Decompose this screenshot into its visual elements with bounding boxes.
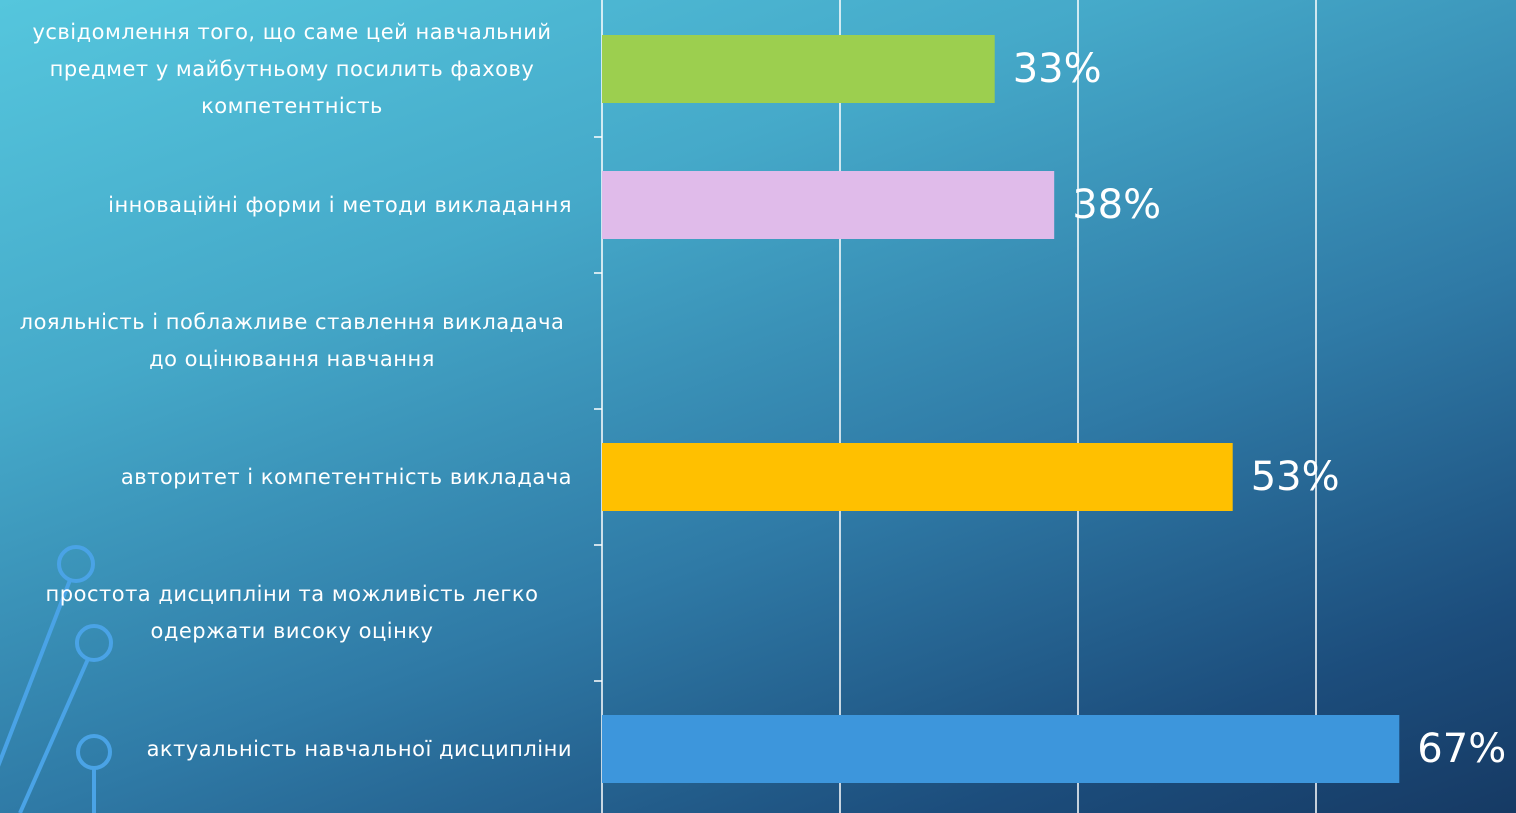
bar — [602, 443, 1233, 511]
category-label: актуальність навчальної дисципліни — [146, 736, 572, 761]
bar — [602, 715, 1400, 783]
value-label: 53% — [1251, 454, 1340, 500]
value-label: 67% — [1417, 726, 1506, 772]
category-label: лояльність і поблажливе ставлення виклад… — [19, 310, 565, 371]
value-label: 38% — [1072, 182, 1161, 228]
category-label: інноваційні форми і методи викладання — [108, 192, 572, 217]
category-label: авторитет і компетентність викладача — [120, 464, 572, 489]
category-label: простота дисципліни та можливість легко … — [45, 582, 539, 643]
value-label: 33% — [1013, 46, 1102, 92]
category-label-box: актуальність навчальної дисципліни — [0, 681, 572, 813]
category-label-box: лояльність і поблажливе ставлення виклад… — [0, 273, 572, 409]
category-label-box: авторитет і компетентність викладача — [0, 409, 572, 545]
category-label-box: усвідомлення того, що саме цей навчальни… — [0, 1, 572, 137]
category-label-box: простота дисципліни та можливість легко … — [0, 545, 572, 681]
category-label: усвідомлення того, що саме цей навчальни… — [32, 19, 552, 118]
bar — [602, 171, 1055, 239]
decoration — [0, 545, 113, 813]
bar — [602, 35, 995, 103]
category-label-box: інноваційні форми і методи викладання — [0, 137, 572, 273]
